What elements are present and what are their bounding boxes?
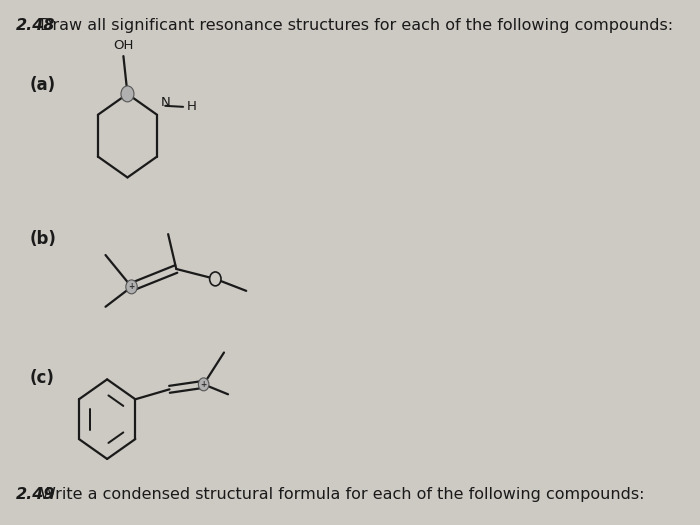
Text: +: + [200, 380, 206, 389]
Text: Draw all significant resonance structures for each of the following compounds:: Draw all significant resonance structure… [41, 18, 673, 33]
Circle shape [126, 280, 137, 294]
Circle shape [198, 378, 209, 391]
Text: 2.49: 2.49 [16, 487, 55, 502]
Text: Write a condensed structural formula for each of the following compounds:: Write a condensed structural formula for… [41, 487, 645, 502]
Text: (a): (a) [30, 76, 56, 94]
Text: 2.48: 2.48 [16, 18, 55, 33]
Text: H: H [186, 100, 196, 113]
Text: OH: OH [113, 39, 134, 52]
Text: N: N [160, 96, 170, 109]
Text: +: + [128, 282, 134, 291]
Text: (c): (c) [30, 370, 55, 387]
Circle shape [209, 272, 221, 286]
Circle shape [121, 86, 134, 102]
Text: (b): (b) [30, 230, 57, 248]
